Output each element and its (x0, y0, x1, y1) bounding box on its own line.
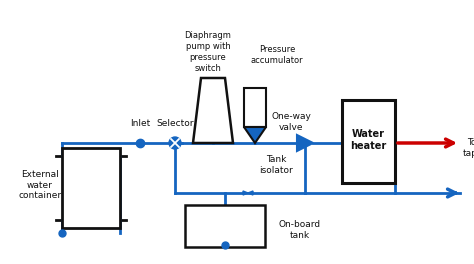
Text: One-way
valve: One-way valve (271, 112, 311, 132)
Bar (62, 148, 120, 228)
Text: Selector: Selector (156, 119, 194, 128)
Polygon shape (244, 88, 266, 127)
Polygon shape (193, 78, 233, 143)
Text: Water
heater: Water heater (350, 129, 386, 151)
Bar (342, 100, 395, 183)
Text: On-board
tank: On-board tank (279, 220, 321, 240)
Text: To
taps: To taps (462, 138, 474, 158)
Text: External
water
container: External water container (18, 170, 62, 200)
Circle shape (169, 137, 181, 149)
Text: Pressure
accumulator: Pressure accumulator (251, 45, 303, 65)
Text: Diaphragm
pump with
pressure
switch: Diaphragm pump with pressure switch (184, 31, 231, 73)
Bar (185, 205, 265, 247)
Text: Inlet: Inlet (130, 119, 150, 128)
Polygon shape (243, 191, 248, 195)
Polygon shape (248, 191, 253, 195)
Polygon shape (244, 127, 266, 143)
Text: Tank
isolator: Tank isolator (259, 155, 293, 175)
Polygon shape (297, 135, 313, 151)
